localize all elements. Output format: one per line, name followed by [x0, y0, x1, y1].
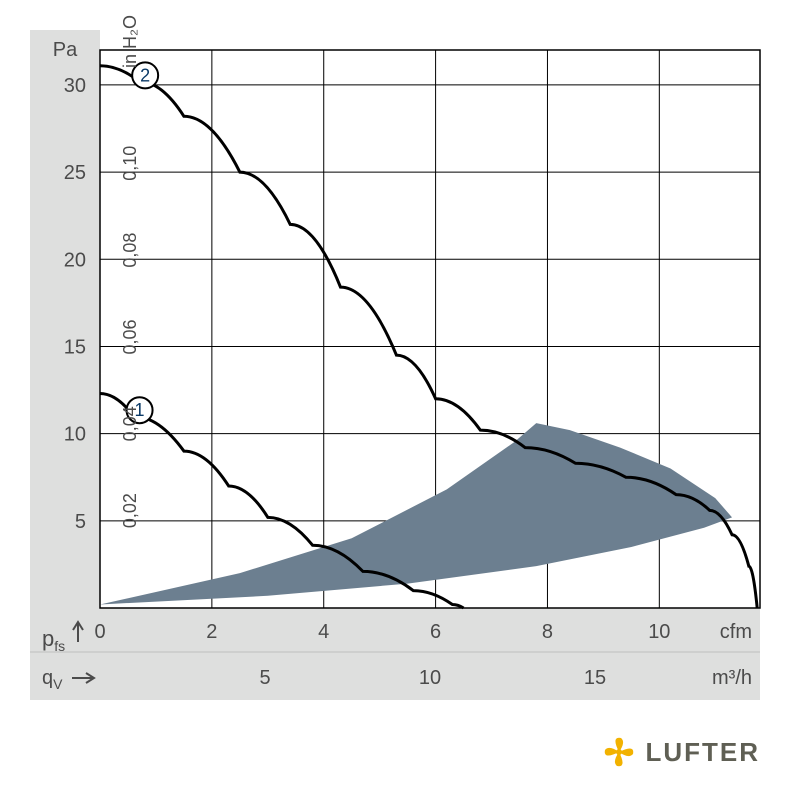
svg-text:m³/h: m³/h	[712, 667, 752, 689]
svg-text:0,04: 0,04	[120, 406, 140, 441]
svg-text:0,02: 0,02	[120, 493, 140, 528]
brand-logo: LUFTER	[601, 734, 760, 770]
svg-text:10: 10	[648, 621, 670, 643]
svg-text:0,08: 0,08	[120, 233, 140, 268]
svg-text:0: 0	[94, 621, 105, 643]
svg-text:4: 4	[318, 621, 329, 643]
svg-text:5: 5	[259, 667, 270, 689]
svg-text:cfm: cfm	[720, 621, 752, 643]
fan-blade-icon	[601, 734, 637, 770]
svg-text:0,10: 0,10	[120, 146, 140, 181]
fan-performance-chart: 1251015202530Papfsin H₂O0,020,040,060,08…	[0, 0, 800, 800]
svg-text:25: 25	[64, 162, 86, 184]
svg-text:15: 15	[64, 336, 86, 358]
svg-text:20: 20	[64, 249, 86, 271]
svg-text:in H₂O: in H₂O	[120, 15, 140, 68]
svg-text:5: 5	[75, 511, 86, 533]
svg-text:2: 2	[140, 65, 150, 85]
svg-text:15: 15	[584, 667, 606, 689]
svg-text:0,06: 0,06	[120, 319, 140, 354]
brand-name: LUFTER	[645, 737, 760, 768]
svg-text:10: 10	[419, 667, 441, 689]
chart-svg: 1251015202530Papfsin H₂O0,020,040,060,08…	[0, 0, 800, 800]
svg-text:2: 2	[206, 621, 217, 643]
svg-text:30: 30	[64, 75, 86, 97]
svg-text:8: 8	[542, 621, 553, 643]
svg-text:10: 10	[64, 424, 86, 446]
svg-text:6: 6	[430, 621, 441, 643]
svg-text:Pa: Pa	[53, 39, 78, 61]
